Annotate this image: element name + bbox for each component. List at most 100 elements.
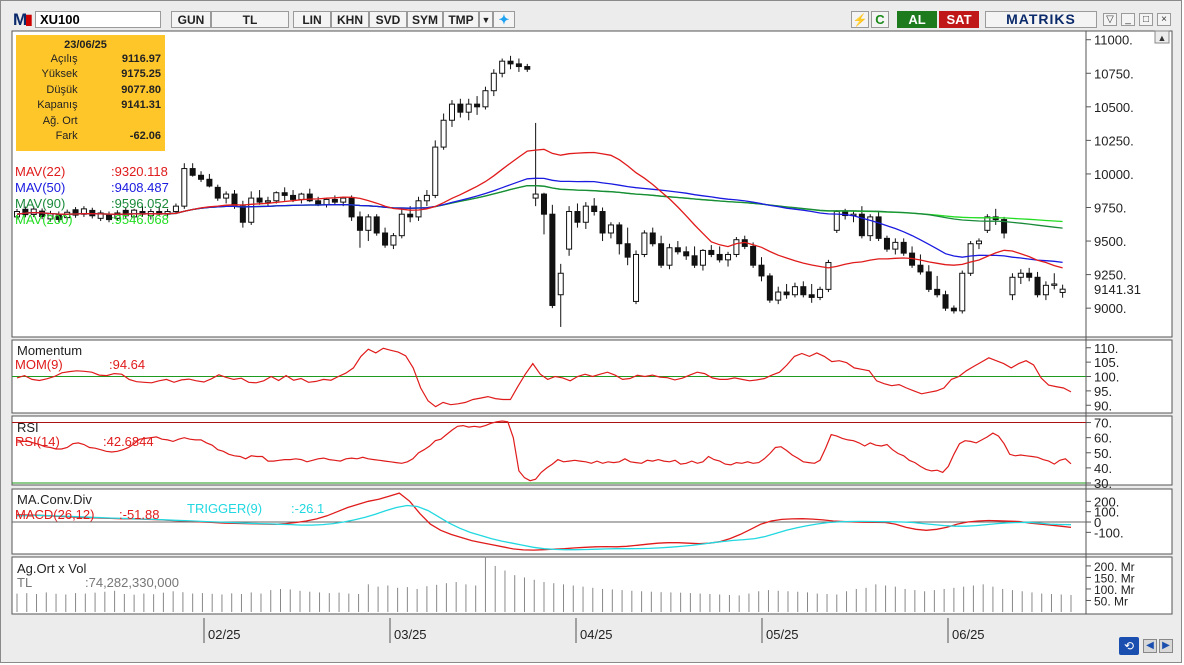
candle-body [64, 211, 71, 219]
candle-body [398, 213, 405, 237]
candle-body [206, 178, 213, 187]
panel-title: MA.Conv.Div [17, 492, 92, 507]
sync-icon[interactable]: ⟲ [1119, 637, 1139, 655]
symbol-input[interactable]: XU100 [35, 11, 161, 28]
refresh-icon[interactable]: C [871, 11, 889, 28]
dropdown-icon[interactable]: ▽ [1103, 13, 1117, 26]
scroll-up-button[interactable] [1154, 30, 1170, 44]
sym-button[interactable]: SYM [407, 11, 443, 28]
y-tick-label: 50. Mr [1094, 594, 1128, 608]
series-value: :-51.88 [119, 507, 159, 522]
ohlc-date: 23/06/25 [64, 39, 107, 51]
panel-title: Momentum [17, 343, 82, 358]
indicator-line [16, 420, 1072, 482]
candle-body [373, 216, 380, 234]
scroll-up-icon[interactable]: ▲ [1158, 33, 1167, 43]
candle-body [867, 216, 874, 237]
candle-body [223, 193, 230, 199]
series-label: RSI(14) [15, 434, 60, 449]
candle-body [549, 213, 556, 306]
candle-body [39, 210, 46, 218]
period-button[interactable]: GUN [171, 11, 211, 28]
app-logo: M [13, 10, 28, 29]
currency-button[interactable]: TL [211, 11, 289, 28]
candle-body [256, 197, 263, 203]
price-y-tick-label: 9000. [1094, 301, 1127, 316]
candle-body [1042, 284, 1049, 296]
close-icon[interactable]: × [1157, 13, 1171, 26]
candle-body [22, 208, 29, 216]
candle-body [524, 66, 531, 70]
ohlc-row: Düşük 9077.80 [16, 82, 165, 98]
candle-body [658, 243, 665, 266]
twitter-icon[interactable]: ✦ [493, 11, 515, 28]
tmp-button[interactable]: TMP [443, 11, 479, 28]
candle-body [733, 239, 740, 255]
candle-body [775, 291, 782, 301]
candle-body [758, 264, 765, 277]
linear-scale-button[interactable]: LIN [293, 11, 331, 28]
candle-body [1051, 283, 1058, 286]
price-panel [11, 30, 1173, 338]
scroll-right-button[interactable]: ▶ [1159, 639, 1173, 653]
lightning-icon[interactable]: ⚡ [851, 11, 869, 28]
minimize-icon[interactable]: _ [1121, 13, 1135, 26]
dropdown-arrow-icon[interactable]: ▼ [479, 11, 493, 28]
ohlc-label: Ağ. Ort [42, 114, 78, 127]
x-tick-label: 04/25 [580, 627, 613, 642]
candle-body [917, 264, 924, 273]
sell-button[interactable]: SAT [939, 11, 979, 28]
candle-body [766, 275, 773, 301]
candle-body [432, 146, 439, 196]
y-tick-label: -100. [1094, 525, 1124, 540]
candle-body [415, 200, 422, 218]
candle-body [783, 291, 790, 296]
candle-body [942, 294, 949, 309]
series-label: TRIGGER(9) [187, 501, 262, 516]
price-y-tick-label: 10250. [1094, 133, 1134, 148]
buy-button[interactable]: AL [897, 11, 937, 28]
indicator-label: MAV(50) [15, 180, 65, 195]
candle-body [72, 209, 79, 216]
candle-body [683, 251, 690, 257]
maximize-icon[interactable]: □ [1139, 13, 1153, 26]
price-y-tick-label: 9250. [1094, 268, 1127, 283]
y-tick-label: 70. [1094, 416, 1112, 431]
khn-button[interactable]: KHN [331, 11, 369, 28]
indicator-value: :9596.052 [111, 196, 169, 211]
candle-body [122, 209, 129, 217]
y-tick-label: 0 [1094, 515, 1101, 530]
candle-body [557, 272, 564, 296]
indicator-value: :9546.068 [111, 212, 169, 227]
scroll-left-button[interactable]: ◀ [1143, 639, 1157, 653]
candle-body [674, 247, 681, 253]
series-value: :94.64 [109, 357, 145, 372]
y-tick-label: 105. [1094, 355, 1119, 370]
candle-body [181, 168, 188, 207]
candle-body [264, 200, 271, 203]
ohlc-row: Fark -62.06 [16, 129, 165, 145]
candle-body [616, 224, 623, 245]
candle-body [239, 205, 246, 223]
candle-body [306, 193, 313, 202]
indicator-label: MAV(90) [15, 196, 65, 211]
mav22-line [16, 148, 1063, 269]
candle-body [172, 205, 179, 213]
y-tick-label: 100. [1094, 370, 1119, 385]
svd-button[interactable]: SVD [369, 11, 407, 28]
candle-body [800, 286, 807, 296]
candle-body [934, 288, 941, 296]
candle-body [457, 103, 464, 113]
x-tick-label: 05/25 [766, 627, 799, 642]
candle-body [858, 213, 865, 237]
y-tick-label: 95. [1094, 384, 1112, 399]
price-y-tick-label: 9500. [1094, 234, 1127, 249]
panel-title: RSI [17, 420, 39, 435]
y-tick-label: 200. [1094, 494, 1119, 509]
candle-body [582, 205, 589, 223]
candle-body [892, 241, 899, 250]
y-tick-label: 100. [1094, 505, 1119, 520]
candle-body [198, 174, 205, 180]
candle-body [791, 286, 798, 296]
